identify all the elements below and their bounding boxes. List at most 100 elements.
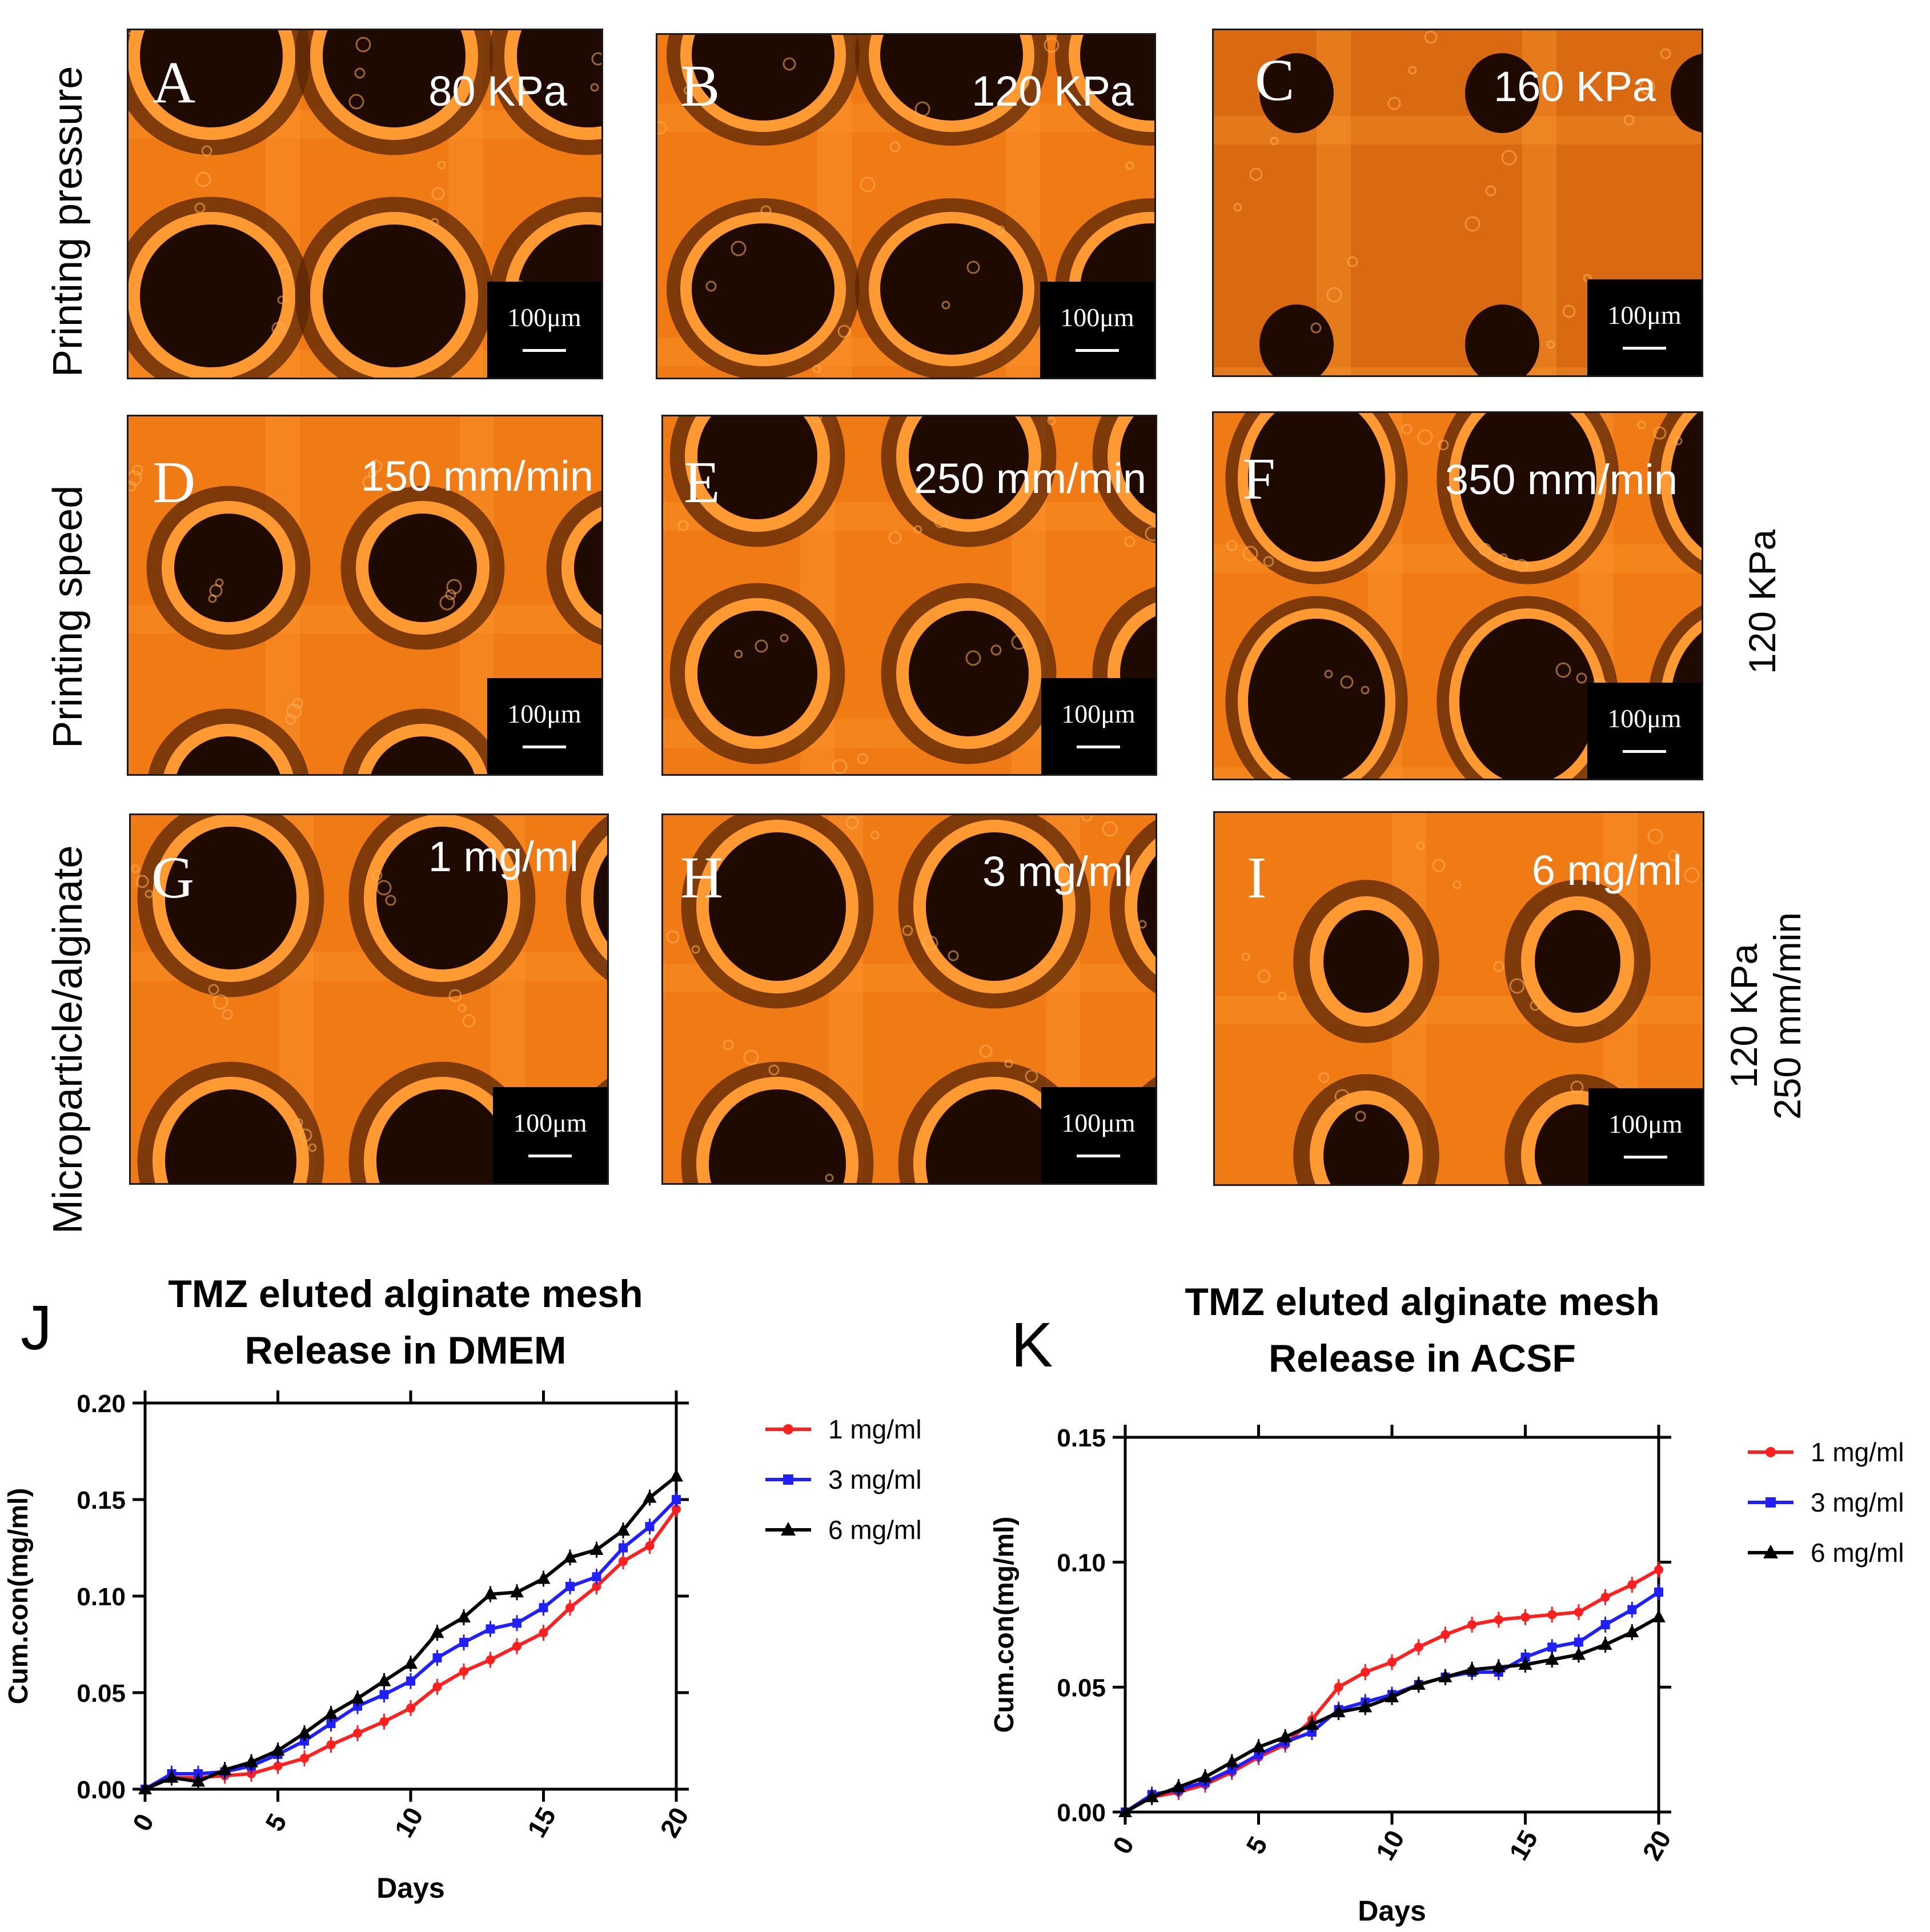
data-point [191, 1774, 205, 1787]
bubble [996, 225, 1005, 234]
data-point [324, 1706, 338, 1719]
scale-bar-label: 100μm [1060, 303, 1134, 332]
bubble [1318, 1072, 1330, 1083]
scale-bar-label: 100μm [1607, 300, 1682, 330]
data-point [619, 1543, 628, 1553]
data-point [1547, 1642, 1557, 1652]
y-tick-label: 0.05 [1057, 1674, 1106, 1702]
pore [1323, 910, 1409, 1013]
bubble [430, 218, 439, 227]
bubble [1499, 553, 1508, 562]
data-point [379, 1717, 389, 1726]
y-axis-label: Cum.con(mg/ml) [3, 1488, 34, 1705]
bubble [1668, 850, 1679, 861]
bubble [691, 945, 700, 954]
pore [1671, 413, 1702, 548]
data-point [1411, 1677, 1426, 1690]
pore [1465, 53, 1539, 133]
pore [1120, 416, 1155, 514]
bubble [666, 930, 680, 944]
data-point [1600, 1592, 1610, 1602]
bubble [1018, 77, 1030, 89]
bubble [845, 816, 859, 829]
pore [1080, 35, 1154, 121]
pore [1465, 304, 1539, 375]
pore [880, 223, 1023, 355]
bubble [348, 94, 364, 110]
bubble [677, 520, 689, 531]
y-tick-label: 0.10 [1057, 1549, 1106, 1577]
bubble [1324, 670, 1333, 679]
scale-bar-line [523, 349, 566, 352]
bubble [448, 989, 462, 1003]
legend-label: 6 mg/ml [828, 1515, 922, 1545]
scale-bar-line [528, 1155, 572, 1157]
y-tick-label: 0.00 [77, 1776, 126, 1804]
data-point [404, 1656, 418, 1669]
bubble [832, 759, 848, 774]
bubble [913, 525, 922, 534]
data-point [1654, 1565, 1663, 1574]
scale-bar-label: 100μm [513, 1108, 587, 1137]
bubble [294, 1118, 303, 1127]
x-tick-label: 10 [388, 1802, 429, 1842]
bubble [783, 57, 796, 71]
y-tick-label: 0.10 [77, 1583, 126, 1611]
micrograph-image [131, 815, 607, 1183]
bubble [860, 177, 876, 193]
chart-letter-k: K [1011, 1310, 1053, 1380]
bubble [355, 37, 371, 53]
bubble [1004, 1059, 1013, 1068]
bubble [1310, 322, 1322, 334]
scale-bar-line [1623, 347, 1666, 350]
data-point [138, 1782, 152, 1794]
bubble [212, 994, 228, 1010]
scale-bar: 100μm [1588, 1088, 1703, 1184]
pore [165, 1089, 296, 1183]
scale-bar: 100μm [1041, 1087, 1155, 1183]
bubble [145, 889, 154, 899]
bubble [1408, 66, 1417, 75]
data-point [1494, 1615, 1503, 1625]
bubble [811, 416, 822, 423]
bubble [135, 875, 149, 888]
bubble [376, 880, 392, 896]
data-point [353, 1728, 362, 1738]
bubble [195, 171, 211, 187]
data-point [379, 1690, 389, 1699]
data-point [1574, 1637, 1583, 1647]
bubble [354, 67, 366, 79]
pore [165, 827, 296, 969]
legend-label: 3 mg/ml [828, 1465, 922, 1494]
side-label-ratio-row: 120 KPa 250 mm/min [1723, 912, 1809, 1120]
pore [692, 35, 834, 121]
pore [709, 832, 846, 981]
bubble [1241, 952, 1250, 961]
pore [174, 514, 283, 622]
bubble [870, 831, 880, 840]
panel-letter: D [153, 450, 196, 515]
data-point [1627, 1580, 1637, 1590]
row-label-printing-pressure: Printing pressure [45, 66, 91, 377]
data-point [1571, 1647, 1586, 1660]
bubble [1432, 859, 1446, 872]
row-label-microparticle-alginate: Microparticle/alginate [45, 845, 91, 1234]
data-point [377, 1673, 391, 1686]
bubble [731, 241, 747, 256]
data-point [1198, 1769, 1213, 1782]
bubble [131, 864, 140, 873]
bubble [1242, 546, 1258, 562]
pore [1259, 53, 1334, 133]
bubble [755, 639, 768, 653]
bubble [1452, 880, 1462, 889]
panel-letter: H [680, 845, 724, 911]
panel-letter: F [1242, 446, 1275, 512]
data-point [1385, 1689, 1399, 1702]
bubble [734, 650, 743, 659]
data-point [512, 1618, 521, 1628]
chart-j-title-line1: TMZ eluted alginate mesh [168, 1272, 643, 1316]
data-point [432, 1653, 442, 1663]
x-tick-label: 20 [1636, 1825, 1677, 1865]
scale-bar-label: 100μm [1061, 699, 1135, 728]
